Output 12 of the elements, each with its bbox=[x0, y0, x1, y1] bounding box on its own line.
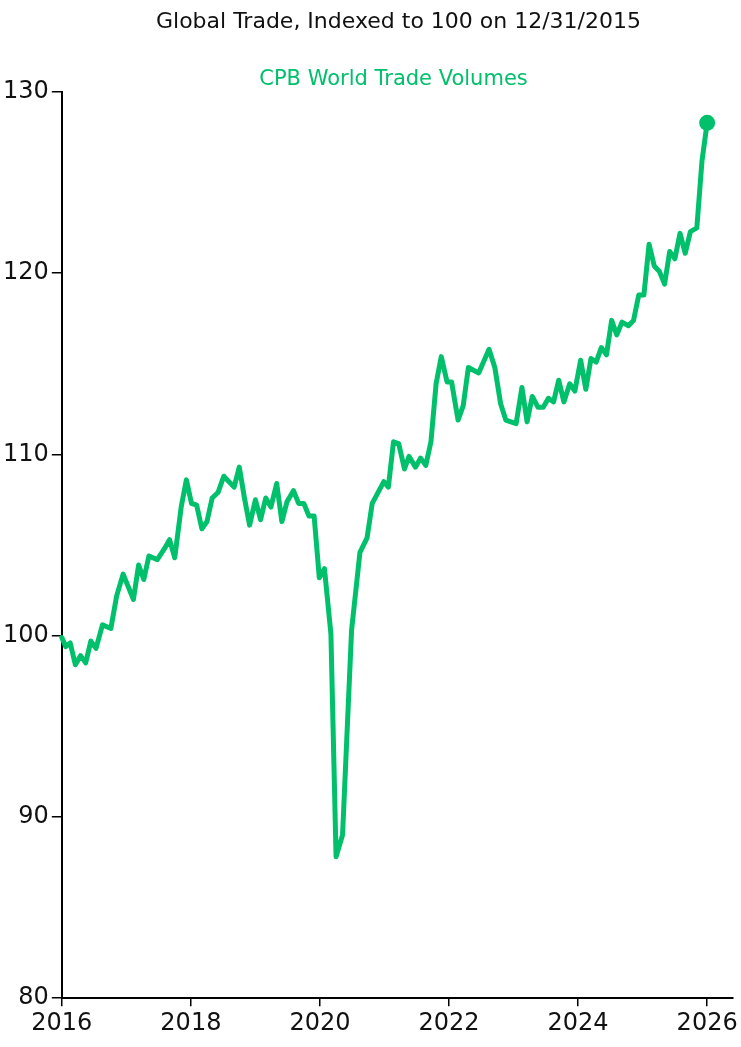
y-tick-label: 110 bbox=[3, 438, 49, 467]
x-tick-label: 2020 bbox=[289, 1007, 351, 1036]
y-tick-label: 90 bbox=[18, 801, 49, 830]
text: CPB World Trade Volumes bbox=[259, 66, 528, 91]
y-tick-label: 130 bbox=[3, 76, 49, 105]
y-tick-label: 120 bbox=[3, 257, 49, 286]
x-tick-label: 2022 bbox=[418, 1007, 480, 1036]
x-tick-label: 2018 bbox=[160, 1007, 222, 1036]
x-tick-label: 2024 bbox=[547, 1007, 609, 1036]
x-tick-label: 2026 bbox=[676, 1007, 738, 1036]
chart-title: Global Trade, Indexed to 100 on 12/31/2015 bbox=[155, 7, 642, 33]
y-tick-label: 100 bbox=[3, 619, 49, 648]
